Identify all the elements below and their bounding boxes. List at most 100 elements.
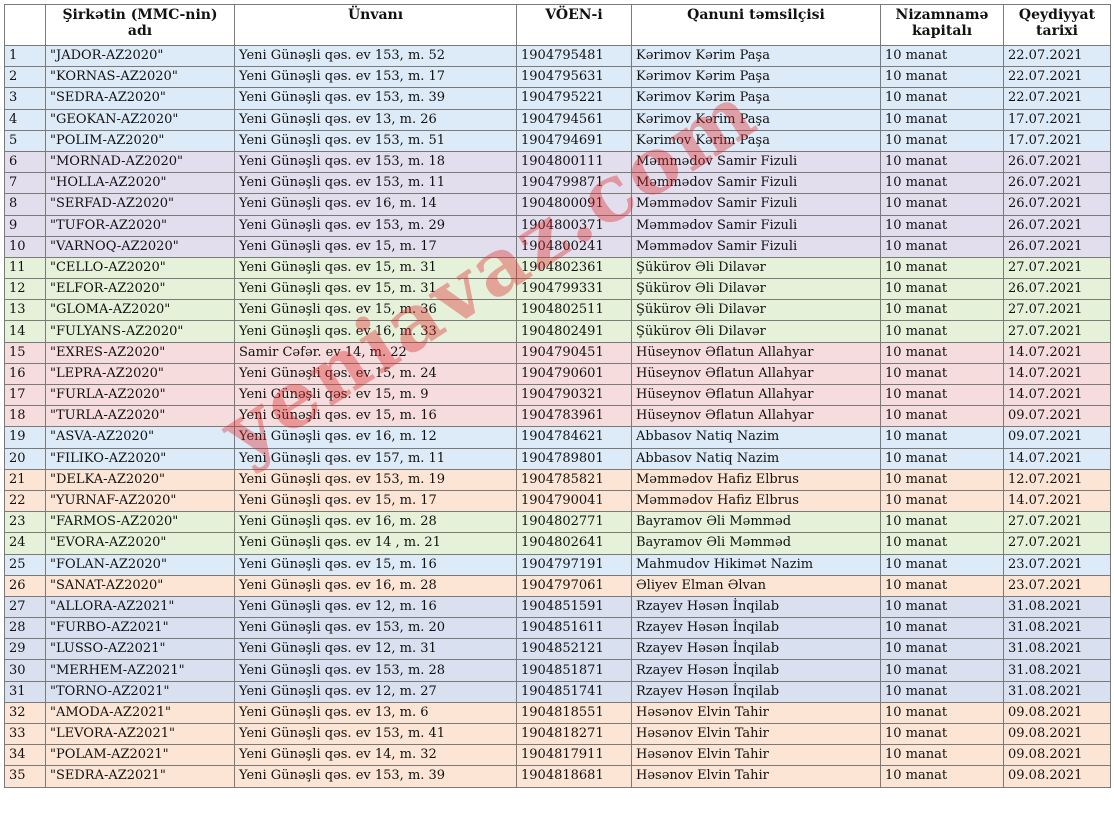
voen-cell: 1904802511 [516,299,632,322]
table-row: 32 "AMODA-AZ2021" Yeni Günəşli qəs. ev 13,… [4,701,1111,725]
table-row: 13 "GLOMA-AZ2020" Yeni Günəşli qəs. ev 15,… [4,299,1111,322]
voen-cell: 1904795221 [516,87,632,110]
table-row: 20 "FILIKO-AZ2020" Yeni Günəşli qəs. ev 15… [4,447,1111,470]
table-row: 27 "ALLORA-AZ2021" Yeni Günəşli qəs. ev 12… [4,595,1111,619]
row-number: 7 [4,172,46,195]
registration-date-cell: 26.07.2021 [1003,172,1111,195]
row-number: 3 [4,87,46,110]
row-number: 21 [4,468,46,491]
representative-cell: Kərimov Kərim Paşa [631,44,881,68]
address-cell: Yeni Günəşli qəs. ev 16, m. 12 [234,426,517,449]
voen-cell: 1904783961 [516,405,632,428]
address-cell: Yeni Günəşli qəs. ev 14, m. 32 [234,744,517,767]
table-row: 33 "LEVORA-AZ2021" Yeni Günəşli qəs. ev 15… [4,722,1111,746]
company-name-cell: "LEVORA-AZ2021" [45,722,235,746]
address-cell: Yeni Günəşli qəs. ev 153, m. 18 [234,150,517,174]
capital-cell: 10 manat [880,765,1004,788]
capital-cell: 10 manat [880,150,1004,174]
representative-cell: Məmmədov Hafiz Elbrus [631,468,881,491]
registration-date-cell: 22.07.2021 [1003,44,1111,68]
address-cell: Yeni Günəşli qəs. ev 15, m. 31 [234,256,517,280]
registration-date-cell: 09.08.2021 [1003,701,1111,725]
capital-cell: 10 manat [880,553,1004,576]
address-cell: Yeni Günəşli qəs. ev 153, m. 19 [234,468,517,491]
header-legal-representative: Qanuni təmsilçisi [631,4,881,46]
row-number: 13 [4,299,46,322]
registration-date-cell: 14.07.2021 [1003,383,1111,407]
representative-cell: Kərimov Kərim Paşa [631,108,881,131]
company-name-cell: "GLOMA-AZ2020" [45,299,235,322]
table-row: 22 "YURNAF-AZ2020" Yeni Günəşli qəs. ev 15… [4,489,1111,513]
row-number: 26 [4,574,46,597]
table-row: 35 "SEDRA-AZ2021" Yeni Günəşli qəs. ev 153… [4,765,1111,788]
table-row: 19 "ASVA-AZ2020" Yeni Günəşli qəs. ev 16, … [4,426,1111,449]
voen-cell: 1904799871 [516,172,632,195]
voen-cell: 1904797061 [516,574,632,597]
address-cell: Yeni Günəşli qəs. ev 12, m. 27 [234,680,517,703]
table-row: 23 "FARMOS-AZ2020" Yeni Günəşli qəs. ev 16… [4,511,1111,534]
company-name-cell: "FULYANS-AZ2020" [45,320,235,343]
address-cell: Yeni Günəşli qəs. ev 16, m. 14 [234,193,517,216]
row-number: 16 [4,362,46,386]
registry-document: Şirkətin (MMC-nin) adı Ünvanı VÖEN-i Qan… [4,4,1111,811]
representative-cell: Hüseynov Əflatun Allahyar [631,341,881,364]
registration-date-cell: 17.07.2021 [1003,108,1111,131]
representative-cell: Bayramov Əli Məmməd [631,511,881,534]
row-number: 15 [4,341,46,364]
voen-cell: 1904818681 [516,765,632,788]
row-number: 19 [4,426,46,449]
voen-cell: 1904795481 [516,44,632,68]
address-cell: Yeni Günəşli qəs. ev 15, m. 31 [234,278,517,301]
registration-date-cell: 09.07.2021 [1003,426,1111,449]
row-number: 33 [4,722,46,746]
registration-date-cell: 27.07.2021 [1003,532,1111,555]
company-name-cell: "POLIM-AZ2020" [45,129,235,152]
voen-cell: 1904800091 [516,193,632,216]
company-name-cell: "ALLORA-AZ2021" [45,595,235,619]
company-name-cell: "LUSSO-AZ2021" [45,638,235,661]
row-number: 17 [4,383,46,407]
company-name-cell: "MORNAD-AZ2020" [45,150,235,174]
table-row: 30 "MERHEM-AZ2021" Yeni Günəşli qəs. ev 15… [4,659,1111,682]
voen-cell: 1904797191 [516,553,632,576]
capital-cell: 10 manat [880,680,1004,703]
registration-date-cell: 31.08.2021 [1003,659,1111,682]
representative-cell: Məmmədov Samir Fizuli [631,193,881,216]
capital-cell: 10 manat [880,659,1004,682]
row-number: 2 [4,66,46,89]
capital-cell: 10 manat [880,172,1004,195]
company-name-cell: "TORNO-AZ2021" [45,680,235,703]
capital-cell: 10 manat [880,383,1004,407]
table-row: 18 "TURLA-AZ2020" Yeni Günəşli qəs. ev 15,… [4,405,1111,428]
voen-cell: 1904851741 [516,680,632,703]
registration-date-cell: 09.08.2021 [1003,722,1111,746]
capital-cell: 10 manat [880,108,1004,131]
table-row: 15 "EXRES-AZ2020" Samir Cəfər. ev 14, m. 2… [4,341,1111,364]
representative-cell: Kərimov Kərim Paşa [631,87,881,110]
voen-cell: 1904802771 [516,511,632,534]
voen-cell: 1904851871 [516,659,632,682]
address-cell: Yeni Günəşli qəs. ev 157, m. 11 [234,447,517,470]
representative-cell: Rzayev Həsən İnqilab [631,595,881,619]
row-number: 28 [4,617,46,640]
registration-date-cell: 31.08.2021 [1003,638,1111,661]
table-row: 1 "JADOR-AZ2020" Yeni Günəşli qəs. ev 153,… [4,44,1111,68]
table-row: 5 "POLIM-AZ2020" Yeni Günəşli qəs. ev 153,… [4,129,1111,152]
registration-date-cell: 22.07.2021 [1003,66,1111,89]
voen-cell: 1904790041 [516,489,632,513]
registration-date-cell: 27.07.2021 [1003,511,1111,534]
representative-cell: Məmmədov Hafiz Elbrus [631,489,881,513]
representative-cell: Rzayev Həsən İnqilab [631,617,881,640]
capital-cell: 10 manat [880,362,1004,386]
registration-date-cell: 26.07.2021 [1003,214,1111,237]
address-cell: Yeni Günəşli qəs. ev 13, m. 6 [234,701,517,725]
row-number: 23 [4,511,46,534]
header-number [4,4,46,46]
company-name-cell: "HOLLA-AZ2020" [45,172,235,195]
capital-cell: 10 manat [880,426,1004,449]
registration-date-cell: 26.07.2021 [1003,278,1111,301]
voen-cell: 1904800371 [516,214,632,237]
row-number: 18 [4,405,46,428]
row-number: 34 [4,744,46,767]
voen-cell: 1904789801 [516,447,632,470]
